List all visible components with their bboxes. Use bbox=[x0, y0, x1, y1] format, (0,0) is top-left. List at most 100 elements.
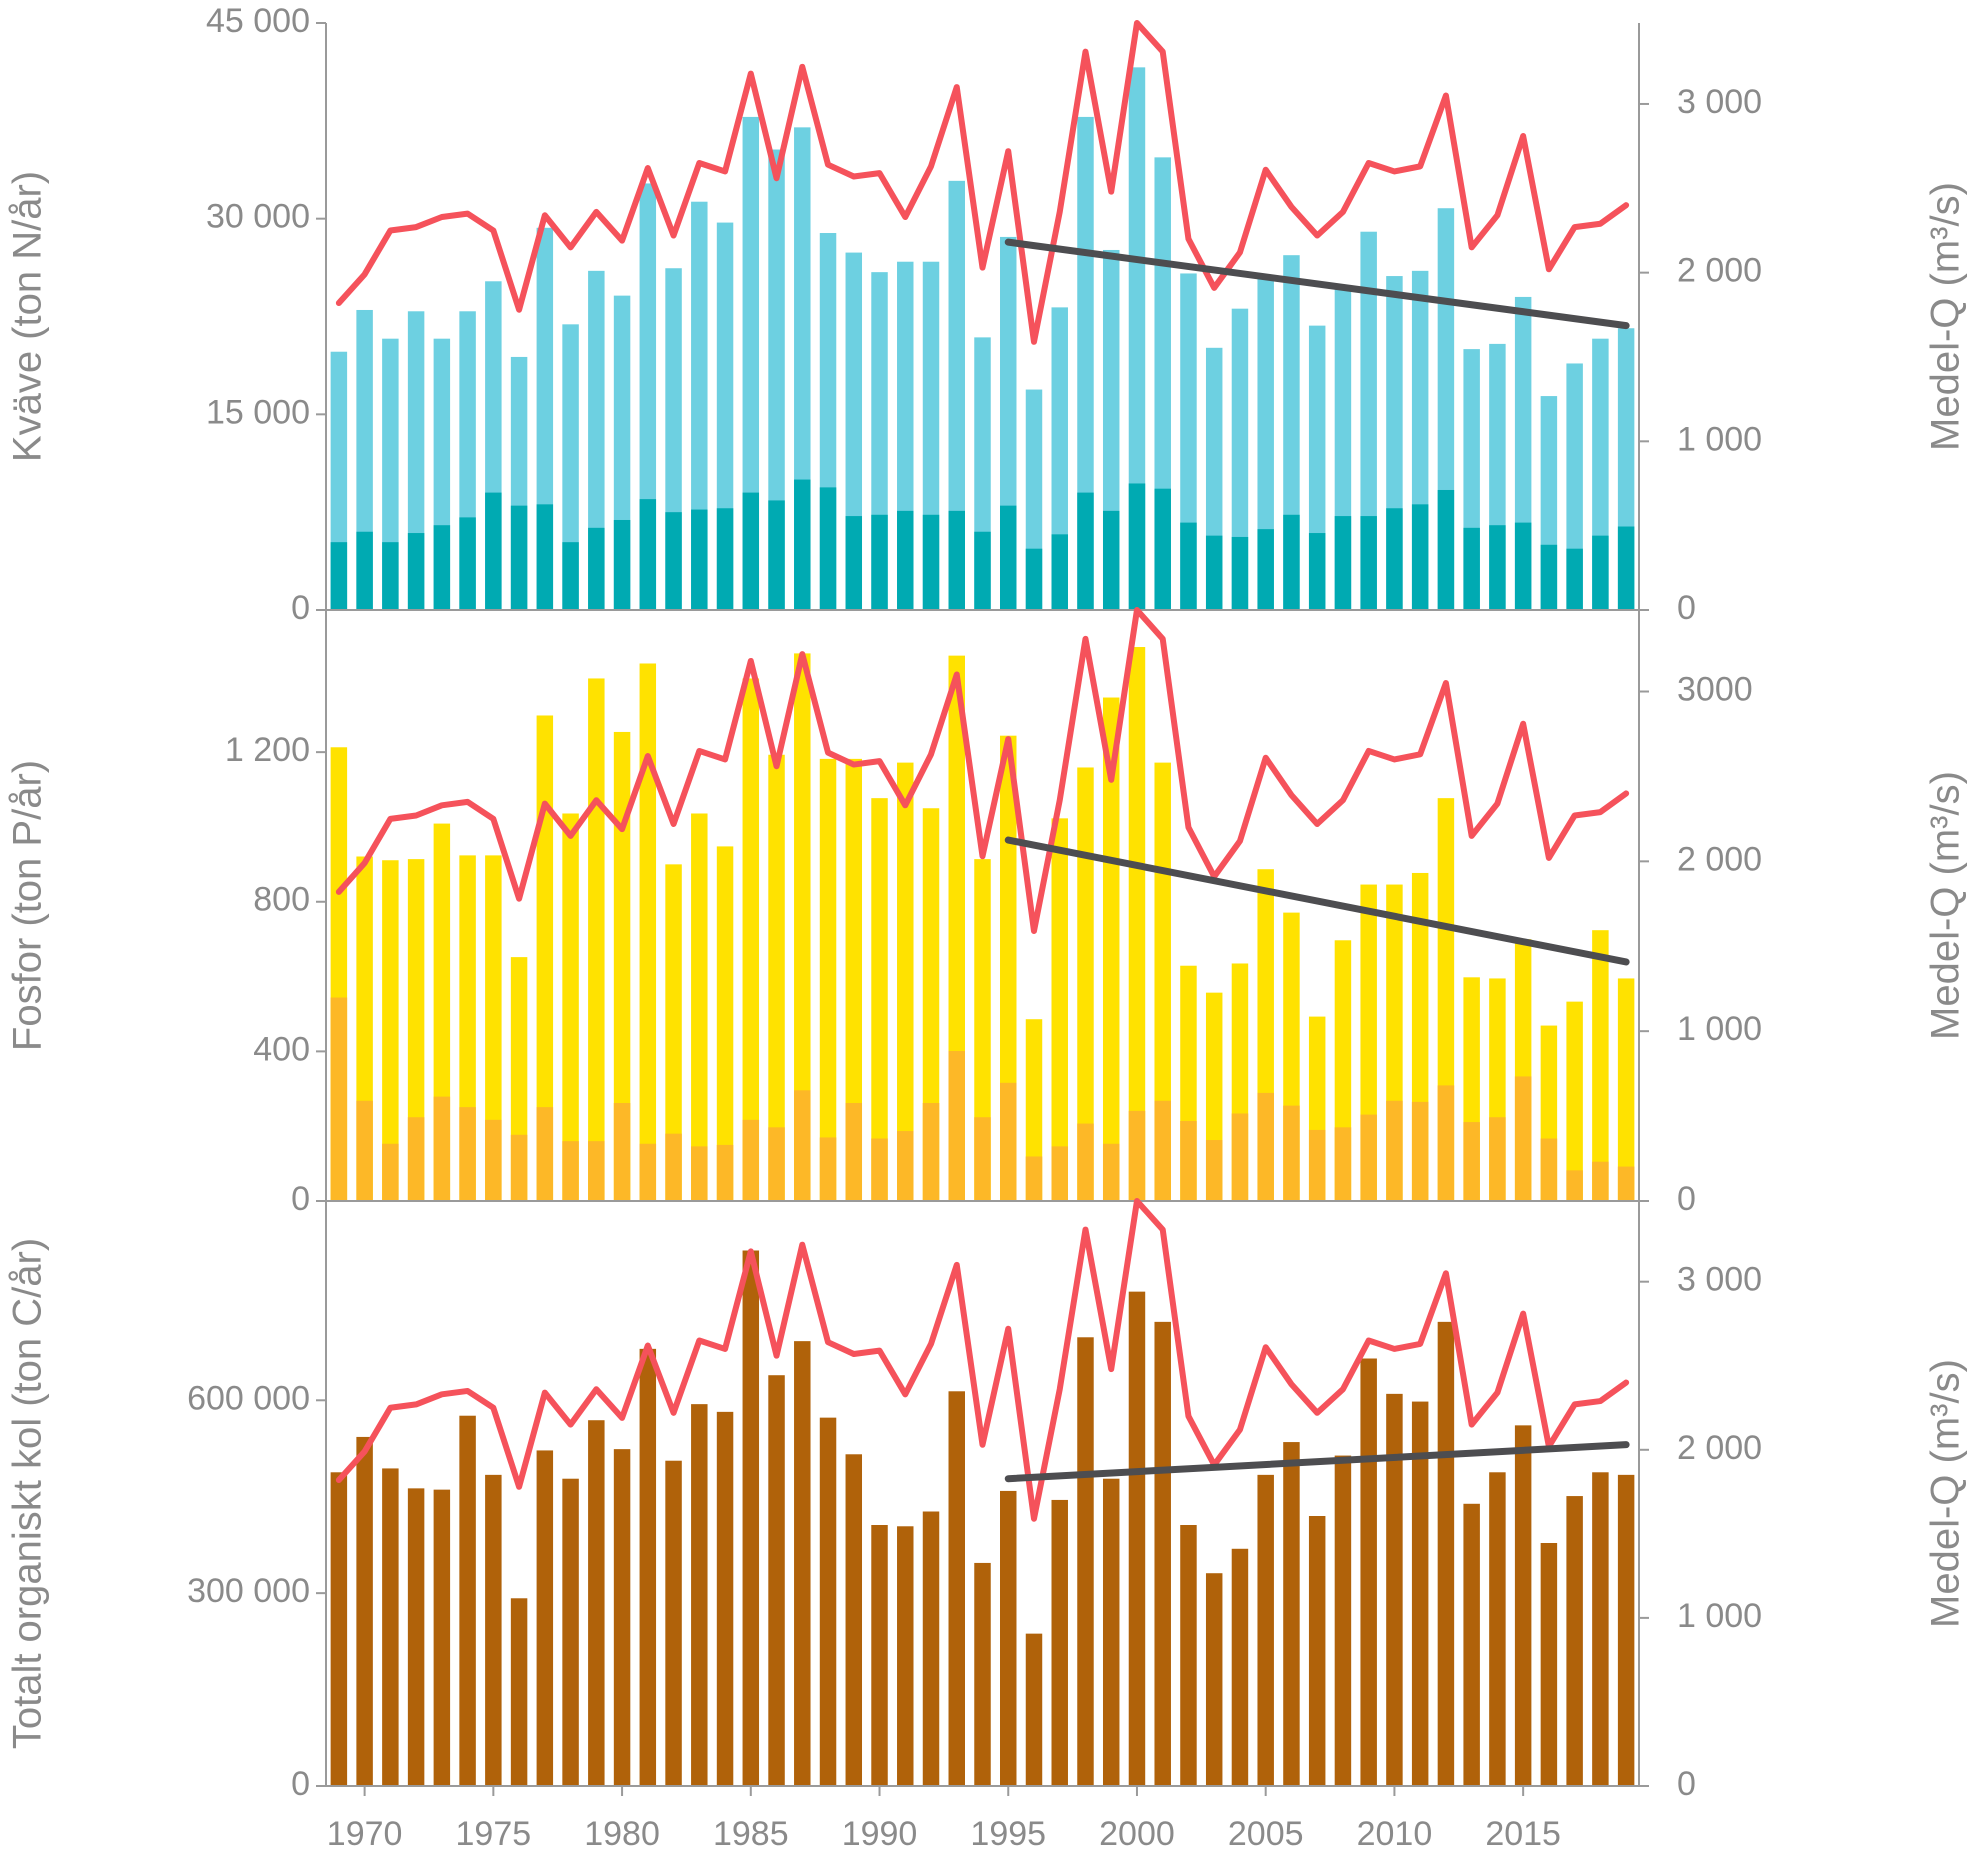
bar bbox=[665, 1460, 682, 1786]
bar bbox=[922, 514, 940, 610]
bar bbox=[485, 1474, 502, 1786]
bar bbox=[1180, 522, 1197, 610]
y2-tick-label: 3000 bbox=[1677, 671, 1753, 709]
bar bbox=[613, 731, 631, 1201]
bar bbox=[459, 517, 476, 610]
bar bbox=[1566, 363, 1583, 610]
x-tick-label: 2010 bbox=[1357, 1815, 1433, 1853]
bar bbox=[1128, 1110, 1146, 1201]
bar bbox=[1051, 1499, 1068, 1786]
x-tick-label: 1995 bbox=[970, 1815, 1046, 1853]
trend-line bbox=[1004, 238, 1630, 330]
bar bbox=[510, 1598, 528, 1786]
bar bbox=[1308, 1516, 1326, 1786]
bar bbox=[1051, 1146, 1068, 1201]
y2-axis-title: Medel-Q (m³/s) bbox=[1924, 182, 1968, 451]
bar bbox=[1360, 231, 1377, 610]
y-tick-label: 300 000 bbox=[187, 1572, 310, 1610]
bar bbox=[691, 509, 708, 610]
bar bbox=[1180, 1525, 1197, 1786]
bar bbox=[897, 510, 914, 610]
bar bbox=[613, 1449, 631, 1786]
x-tick-label: 1980 bbox=[584, 1815, 660, 1853]
bar bbox=[1386, 508, 1403, 610]
x-tick-label: 1985 bbox=[713, 1815, 789, 1853]
bar bbox=[1540, 1543, 1558, 1786]
bar bbox=[974, 531, 991, 610]
bar bbox=[794, 1090, 811, 1201]
bar bbox=[1540, 544, 1558, 610]
bar bbox=[897, 1131, 914, 1201]
bar bbox=[1180, 1120, 1197, 1201]
bar bbox=[1128, 647, 1146, 1201]
bar bbox=[1334, 516, 1352, 610]
bar bbox=[536, 504, 554, 610]
bar bbox=[1205, 1573, 1223, 1786]
bar bbox=[356, 1100, 373, 1201]
y2-tick-label: 2 000 bbox=[1677, 1429, 1762, 1467]
bar bbox=[1025, 1633, 1043, 1786]
bar bbox=[1102, 1143, 1120, 1201]
bar bbox=[1386, 1393, 1403, 1786]
bar bbox=[716, 1144, 734, 1201]
bar bbox=[768, 1375, 785, 1786]
flow-line bbox=[335, 20, 1630, 345]
bar bbox=[1000, 1082, 1017, 1201]
bar bbox=[794, 479, 811, 610]
bar bbox=[562, 813, 579, 1201]
bar bbox=[1334, 1455, 1352, 1786]
y2-tick-label: 0 bbox=[1677, 1180, 1696, 1218]
bar bbox=[382, 1468, 399, 1786]
bar bbox=[1437, 489, 1455, 610]
bar bbox=[1514, 1425, 1532, 1786]
bar bbox=[716, 1411, 734, 1786]
bar bbox=[1489, 525, 1506, 610]
bar bbox=[1231, 536, 1249, 610]
bar bbox=[382, 1143, 399, 1201]
bar bbox=[1102, 1478, 1120, 1786]
y-tick-label: 800 bbox=[253, 881, 310, 919]
y-tick-label: 15 000 bbox=[206, 393, 310, 431]
bar bbox=[819, 1417, 837, 1786]
bar bbox=[588, 527, 605, 610]
flow-line bbox=[335, 607, 1630, 934]
y-tick-label: 0 bbox=[291, 1180, 310, 1218]
bar bbox=[1205, 1140, 1223, 1201]
bar bbox=[407, 859, 425, 1201]
bar bbox=[1386, 1100, 1403, 1201]
bar bbox=[1283, 1442, 1300, 1786]
bar bbox=[742, 116, 760, 611]
y2-tick-label: 3 000 bbox=[1677, 83, 1762, 121]
bar bbox=[613, 519, 631, 610]
bar bbox=[1128, 67, 1146, 610]
bar bbox=[871, 514, 888, 610]
bar bbox=[1592, 1161, 1609, 1201]
y2-tick-label: 0 bbox=[1677, 589, 1696, 627]
bar bbox=[665, 512, 682, 610]
bar bbox=[1334, 1127, 1352, 1201]
bar bbox=[1514, 1076, 1532, 1201]
bar bbox=[330, 1472, 348, 1786]
bar bbox=[330, 542, 348, 610]
bar bbox=[1154, 1100, 1171, 1201]
y2-tick-label: 1 000 bbox=[1677, 420, 1762, 458]
y-tick-label: 0 bbox=[291, 589, 310, 627]
bar bbox=[1566, 1496, 1583, 1786]
bar bbox=[665, 1133, 682, 1201]
bar bbox=[356, 531, 373, 610]
bar bbox=[897, 762, 914, 1201]
bar bbox=[871, 1525, 888, 1786]
bar bbox=[1077, 492, 1094, 610]
y-tick-label: 45 000 bbox=[206, 2, 310, 40]
bar bbox=[1077, 116, 1094, 611]
bar bbox=[922, 808, 940, 1201]
bar bbox=[1489, 1472, 1506, 1786]
bar bbox=[1025, 548, 1043, 610]
bar bbox=[1257, 277, 1274, 610]
bar bbox=[433, 525, 451, 610]
bar bbox=[639, 663, 657, 1201]
bar bbox=[1128, 1291, 1146, 1786]
bar bbox=[948, 1051, 965, 1201]
bar bbox=[897, 1526, 914, 1786]
